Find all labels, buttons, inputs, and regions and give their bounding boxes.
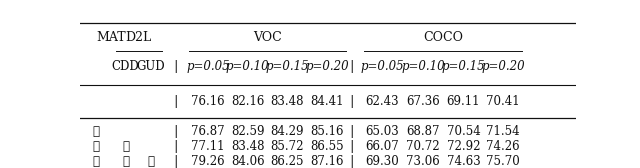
Text: p=0.20: p=0.20 [305,60,349,73]
Text: 73.06: 73.06 [406,155,440,168]
Text: 76.87: 76.87 [191,125,225,138]
Text: p=0.15: p=0.15 [266,60,309,73]
Text: ✓: ✓ [92,125,99,138]
Text: GUD: GUD [136,60,165,73]
Text: ✓: ✓ [92,140,99,153]
Text: |: | [173,125,177,138]
Text: |: | [173,140,177,153]
Text: 72.92: 72.92 [447,140,480,153]
Text: ✓: ✓ [147,155,154,168]
Text: p=0.10: p=0.10 [401,60,445,73]
Text: |: | [349,60,354,73]
Text: |: | [173,155,177,168]
Text: 75.70: 75.70 [486,155,520,168]
Text: p=0.05: p=0.05 [186,60,230,73]
Text: 77.11: 77.11 [191,140,225,153]
Text: |: | [349,140,354,153]
Text: |: | [173,95,177,108]
Text: 84.06: 84.06 [231,155,264,168]
Text: |: | [349,125,354,138]
Text: 85.72: 85.72 [271,140,304,153]
Text: CDD: CDD [112,60,140,73]
Text: 70.54: 70.54 [447,125,480,138]
Text: p=0.10: p=0.10 [226,60,269,73]
Text: 62.43: 62.43 [365,95,399,108]
Text: 87.16: 87.16 [310,155,344,168]
Text: 84.29: 84.29 [271,125,304,138]
Text: |: | [173,60,177,73]
Text: 71.54: 71.54 [486,125,520,138]
Text: 69.11: 69.11 [447,95,480,108]
Text: 83.48: 83.48 [271,95,304,108]
Text: D2L: D2L [125,31,152,44]
Text: 74.26: 74.26 [486,140,520,153]
Text: 85.16: 85.16 [310,125,344,138]
Text: 86.25: 86.25 [271,155,304,168]
Text: 86.55: 86.55 [310,140,344,153]
Text: 84.41: 84.41 [310,95,344,108]
Text: p=0.05: p=0.05 [361,60,404,73]
Text: 74.63: 74.63 [447,155,480,168]
Text: MAT: MAT [96,31,125,44]
Text: 67.36: 67.36 [406,95,440,108]
Text: COCO: COCO [423,31,463,44]
Text: p=0.15: p=0.15 [442,60,485,73]
Text: 68.87: 68.87 [406,125,440,138]
Text: 66.07: 66.07 [365,140,399,153]
Text: 70.41: 70.41 [486,95,520,108]
Text: |: | [349,95,354,108]
Text: 83.48: 83.48 [231,140,264,153]
Text: 79.26: 79.26 [191,155,225,168]
Text: 82.16: 82.16 [231,95,264,108]
Text: 69.30: 69.30 [365,155,399,168]
Text: |: | [349,155,354,168]
Text: ✓: ✓ [122,155,129,168]
Text: p=0.20: p=0.20 [481,60,525,73]
Text: ✓: ✓ [122,140,129,153]
Text: ✓: ✓ [92,155,99,168]
Text: 70.72: 70.72 [406,140,440,153]
Text: 82.59: 82.59 [231,125,264,138]
Text: 65.03: 65.03 [365,125,399,138]
Text: 76.16: 76.16 [191,95,225,108]
Text: VOC: VOC [253,31,282,44]
